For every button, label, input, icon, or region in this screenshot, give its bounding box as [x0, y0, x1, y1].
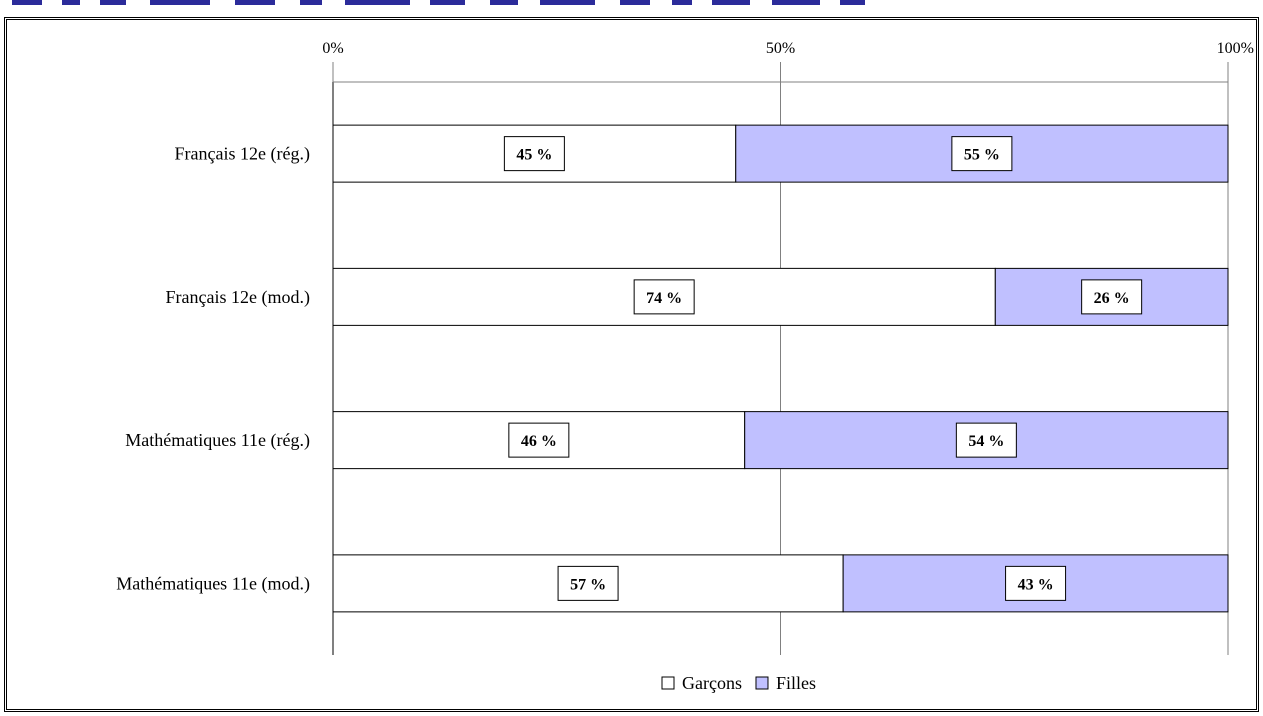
data-label-text: 26 % [1094, 290, 1130, 307]
data-label-text: 45 % [516, 147, 552, 164]
legend-label: Garçons [682, 673, 742, 693]
data-label: 26 % [1081, 279, 1143, 315]
data-labels: 45 % 55 % 74 % 26 % 46 % 54 % 57 % 43 % [503, 136, 1143, 601]
data-label: 57 % [557, 565, 619, 601]
category-label: Français 12e (mod.) [166, 287, 310, 308]
category-label: Mathématiques 11e (mod.) [116, 573, 310, 594]
data-label-text: 43 % [1018, 576, 1054, 593]
data-label: 55 % [951, 136, 1013, 172]
data-label-text: 57 % [570, 576, 606, 593]
legend-swatch [755, 676, 769, 690]
data-label-box [557, 565, 619, 601]
legend: Garçons Filles [661, 673, 816, 693]
category-label: Français 12e (rég.) [175, 144, 310, 165]
data-label: 74 % [633, 279, 695, 315]
data-label-text: 55 % [964, 147, 1000, 164]
x-tick-label: 50% [766, 40, 795, 57]
data-label: 43 % [1005, 565, 1067, 601]
legend-label: Filles [776, 673, 816, 693]
data-label: 46 % [508, 422, 570, 458]
legend-swatch [661, 676, 675, 690]
data-label-box [1005, 565, 1067, 601]
cropped-title-strip [0, 0, 1263, 14]
data-label-box [1081, 279, 1143, 315]
data-label-text: 54 % [968, 433, 1004, 450]
category-label: Mathématiques 11e (rég.) [125, 430, 310, 451]
data-label-box [503, 136, 565, 172]
data-label-text: 46 % [521, 433, 557, 450]
data-label: 54 % [955, 422, 1017, 458]
x-tick-label: 0% [322, 40, 343, 57]
data-label-box [633, 279, 695, 315]
data-label-box [508, 422, 570, 458]
x-tick-label: 100% [1217, 40, 1254, 57]
data-label-text: 74 % [646, 290, 682, 307]
data-label: 45 % [503, 136, 565, 172]
data-label-box [951, 136, 1013, 172]
category-labels: Français 12e (rég.) Français 12e (mod.) Ma… [116, 144, 310, 595]
x-axis-ticks: 0% 50% 100% [322, 40, 1254, 57]
data-label-box [955, 422, 1017, 458]
